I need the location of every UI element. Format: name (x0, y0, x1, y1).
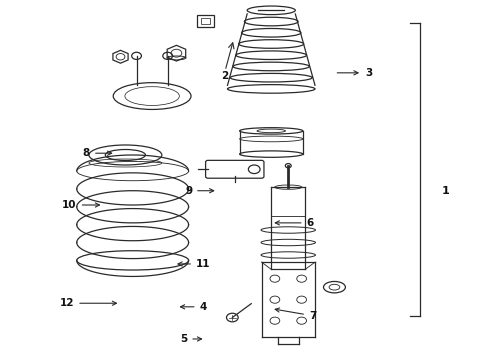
Text: 12: 12 (60, 298, 116, 308)
Text: 2: 2 (221, 71, 228, 81)
Text: 7: 7 (275, 308, 316, 321)
Text: 1: 1 (441, 186, 448, 196)
Text: 8: 8 (82, 148, 111, 158)
Text: 4: 4 (180, 302, 206, 312)
Text: 11: 11 (178, 259, 210, 269)
Text: 6: 6 (275, 218, 313, 228)
Text: 5: 5 (180, 334, 201, 344)
Text: 10: 10 (62, 200, 99, 210)
Text: 3: 3 (337, 68, 371, 78)
Text: 9: 9 (184, 186, 213, 196)
